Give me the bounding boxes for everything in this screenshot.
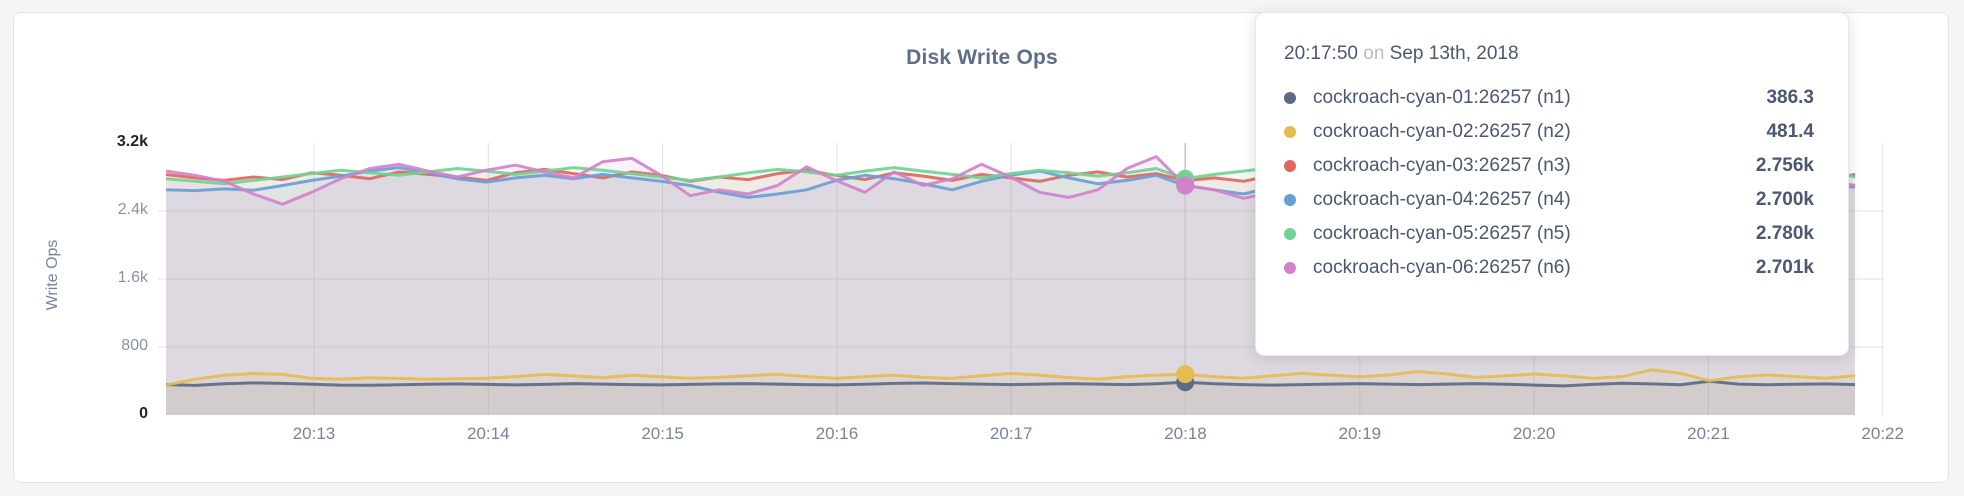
series-name: cockroach-cyan-05:26257 (n5) [1313, 223, 1571, 244]
series-dot-icon [1284, 126, 1296, 138]
series-name: cockroach-cyan-06:26257 (n6) [1313, 257, 1571, 278]
series-value: 481.4 [1766, 121, 1814, 142]
y-tick-label: 2.4k [117, 201, 148, 218]
x-tick-label: 20:17 [989, 424, 1033, 443]
series-name: cockroach-cyan-04:26257 (n4) [1313, 189, 1571, 210]
tooltip-header: 20:17:50 on Sep 13th, 2018 [1284, 43, 1814, 65]
tooltip-row: cockroach-cyan-06:26257 (n6) 2.701k [1284, 251, 1814, 285]
tooltip-row: cockroach-cyan-03:26257 (n3) 2.756k [1284, 149, 1814, 183]
tooltip-row: cockroach-cyan-04:26257 (n4) 2.700k [1284, 183, 1814, 217]
series-value: 2.700k [1755, 189, 1814, 210]
tooltip-row: cockroach-cyan-01:26257 (n1) 386.3 [1284, 81, 1814, 115]
x-tick-label: 20:22 [1861, 424, 1904, 443]
series-dot-icon [1284, 160, 1296, 172]
series-dot-icon [1284, 262, 1296, 274]
x-tick-label: 20:18 [1164, 424, 1207, 443]
y-tick-label: 3.2k [116, 133, 148, 150]
x-tick-label: 20:20 [1512, 424, 1556, 443]
series-line [165, 368, 1856, 387]
hover-tooltip: 20:17:50 on Sep 13th, 2018 cockroach-cya… [1255, 12, 1849, 356]
tooltip-row: cockroach-cyan-02:26257 (n2) 481.4 [1284, 115, 1814, 149]
series-name: cockroach-cyan-01:26257 (n1) [1313, 87, 1571, 108]
x-tick-label: 20:14 [467, 424, 510, 443]
hover-point [1176, 365, 1195, 384]
chart-title: Disk Write Ops [906, 46, 1058, 69]
series-dot-icon [1284, 92, 1296, 104]
x-tick-label: 20:21 [1687, 424, 1730, 443]
hover-point [1176, 176, 1195, 195]
series-name: cockroach-cyan-03:26257 (n3) [1313, 155, 1571, 176]
y-tick-label: 800 [121, 337, 148, 354]
series-area [166, 369, 1855, 415]
series-name: cockroach-cyan-02:26257 (n2) [1313, 121, 1571, 142]
series-area [166, 381, 1855, 415]
series-value: 386.3 [1766, 87, 1814, 108]
x-tick-label: 20:15 [641, 424, 684, 443]
tooltip-date: Sep 13th, 2018 [1389, 43, 1519, 64]
y-tick-label: 0 [139, 405, 148, 422]
series-line [165, 379, 1856, 388]
x-tick-label: 20:19 [1338, 424, 1382, 443]
series-value: 2.780k [1755, 223, 1814, 244]
tooltip-row: cockroach-cyan-05:26257 (n5) 2.780k [1284, 217, 1814, 251]
y-tick-label: 1.6k [117, 269, 148, 286]
series-value: 2.701k [1755, 257, 1814, 278]
series-dot-icon [1284, 194, 1296, 206]
tooltip-conjunction: on [1363, 43, 1385, 64]
x-tick-label: 20:16 [815, 424, 859, 443]
tooltip-rows: cockroach-cyan-01:26257 (n1) 386.3 cockroa… [1284, 81, 1814, 285]
series-value: 2.756k [1755, 155, 1814, 176]
series-dot-icon [1284, 228, 1296, 240]
x-tick-label: 20:13 [292, 424, 336, 443]
tooltip-time: 20:17:50 [1284, 43, 1358, 64]
